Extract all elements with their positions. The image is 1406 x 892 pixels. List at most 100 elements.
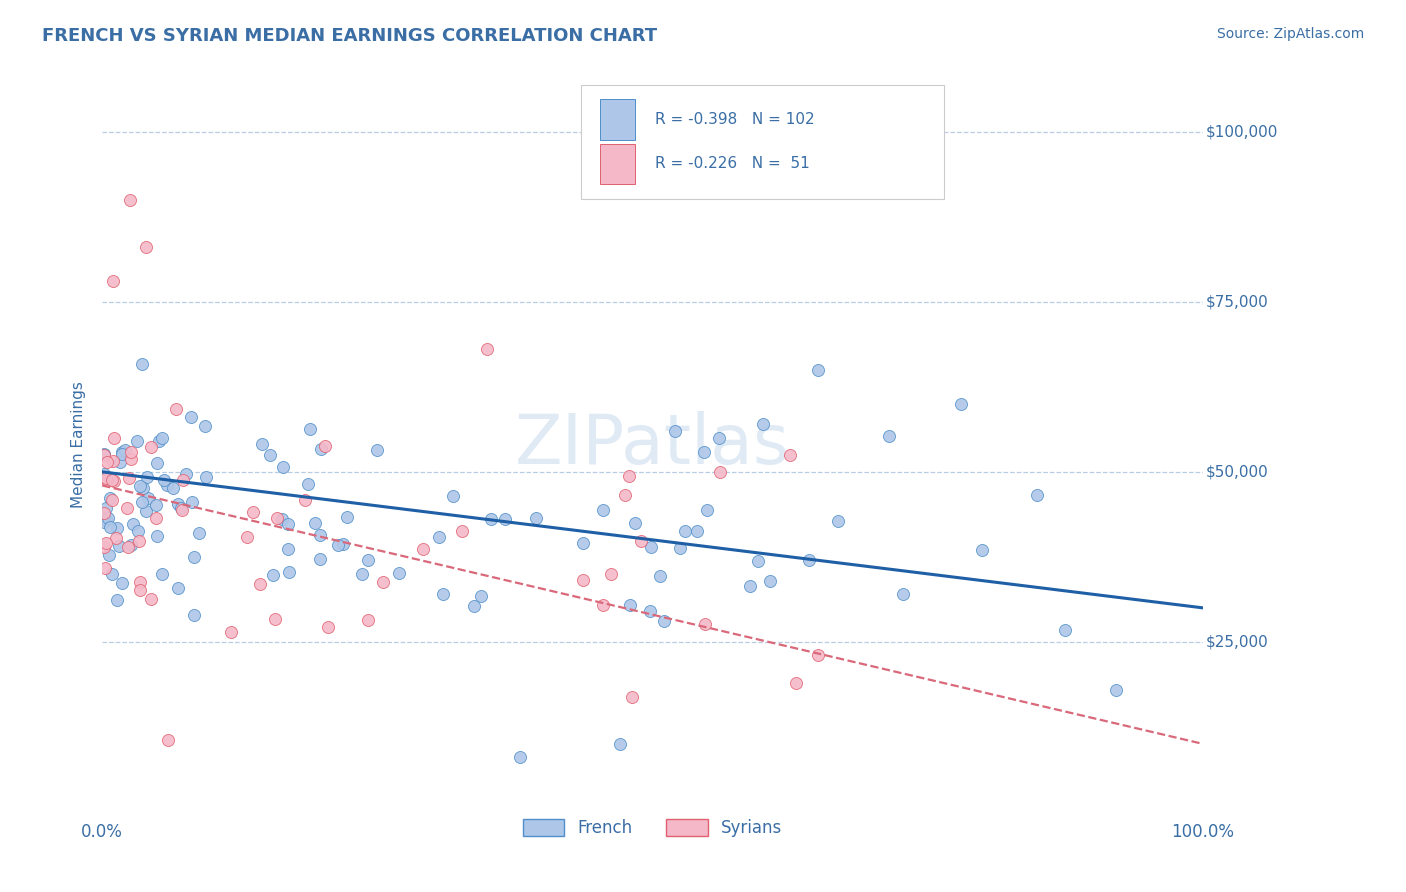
Point	[779, 449, 801, 463]
Point	[1054, 624, 1077, 638]
Point	[183, 607, 205, 622]
Point	[180, 409, 202, 424]
Text: $25,000: $25,000	[1206, 634, 1270, 649]
Point	[278, 566, 301, 580]
Point	[135, 470, 157, 484]
Point	[139, 591, 162, 606]
Point	[371, 575, 394, 590]
Point	[97, 548, 120, 562]
Point	[751, 417, 773, 432]
Point	[129, 574, 152, 589]
Point	[94, 513, 117, 527]
Point	[148, 434, 170, 448]
Point	[219, 625, 242, 640]
Point	[309, 442, 332, 456]
Point	[187, 526, 209, 541]
Point	[120, 538, 142, 552]
Point	[638, 604, 661, 618]
Point	[299, 422, 322, 436]
Point	[195, 470, 218, 484]
Text: ZIPatlas: ZIPatlas	[515, 411, 790, 478]
Point	[108, 539, 131, 553]
Point	[619, 598, 641, 612]
Point	[427, 531, 450, 545]
Text: R = -0.226   N =  51: R = -0.226 N = 51	[655, 156, 810, 171]
Point	[98, 491, 121, 506]
Point	[572, 573, 595, 587]
Point	[572, 536, 595, 550]
Point	[111, 445, 134, 459]
Point	[592, 503, 614, 517]
Point	[621, 690, 644, 705]
Point	[120, 445, 142, 459]
Point	[623, 516, 645, 530]
Point	[136, 491, 159, 505]
Point	[470, 589, 492, 603]
Point	[509, 750, 531, 764]
Point	[357, 613, 380, 627]
Point	[236, 530, 259, 544]
Point	[335, 510, 357, 524]
Point	[326, 538, 349, 552]
Point	[141, 440, 163, 454]
Point	[695, 617, 717, 632]
Point	[121, 516, 143, 531]
Point	[101, 493, 124, 508]
Point	[145, 498, 167, 512]
Point	[93, 448, 115, 462]
Point	[131, 357, 153, 371]
Point	[135, 504, 157, 518]
Point	[270, 512, 292, 526]
Point	[96, 455, 118, 469]
Point	[194, 418, 217, 433]
Point	[524, 510, 547, 524]
Point	[145, 511, 167, 525]
Point	[111, 576, 134, 591]
Point	[432, 587, 454, 601]
Point	[412, 542, 434, 557]
Text: R = -0.398   N = 102: R = -0.398 N = 102	[655, 112, 814, 128]
Point	[105, 521, 128, 535]
Point	[118, 471, 141, 485]
Point	[146, 529, 169, 543]
Point	[827, 514, 849, 528]
Point	[807, 648, 830, 663]
Point	[96, 473, 118, 487]
Point	[807, 363, 830, 377]
FancyBboxPatch shape	[600, 100, 636, 140]
Text: FRENCH VS SYRIAN MEDIAN EARNINGS CORRELATION CHART: FRENCH VS SYRIAN MEDIAN EARNINGS CORRELA…	[42, 27, 657, 45]
FancyBboxPatch shape	[600, 144, 636, 184]
Point	[693, 445, 716, 459]
Point	[686, 524, 709, 538]
Point	[592, 598, 614, 612]
Point	[614, 488, 637, 502]
Point	[150, 431, 173, 445]
Point	[103, 474, 125, 488]
Point	[127, 524, 149, 539]
Point	[183, 550, 205, 565]
Point	[146, 456, 169, 470]
Point	[707, 431, 730, 445]
Point	[1105, 683, 1128, 698]
Point	[388, 566, 411, 580]
Point	[600, 566, 623, 581]
Point	[94, 536, 117, 550]
Point	[131, 495, 153, 509]
Point	[165, 401, 187, 416]
Point	[709, 465, 731, 479]
Point	[664, 424, 686, 438]
Point	[350, 566, 373, 581]
Point	[172, 473, 194, 487]
Point	[156, 477, 179, 491]
Text: $100,000: $100,000	[1206, 124, 1278, 139]
Point	[262, 568, 284, 582]
Point	[167, 497, 190, 511]
Point	[110, 455, 132, 469]
Point	[111, 447, 134, 461]
Point	[93, 506, 115, 520]
Point	[332, 537, 354, 551]
Text: $50,000: $50,000	[1206, 465, 1270, 479]
Point	[103, 275, 125, 289]
Point	[264, 612, 287, 626]
Point	[135, 240, 157, 254]
